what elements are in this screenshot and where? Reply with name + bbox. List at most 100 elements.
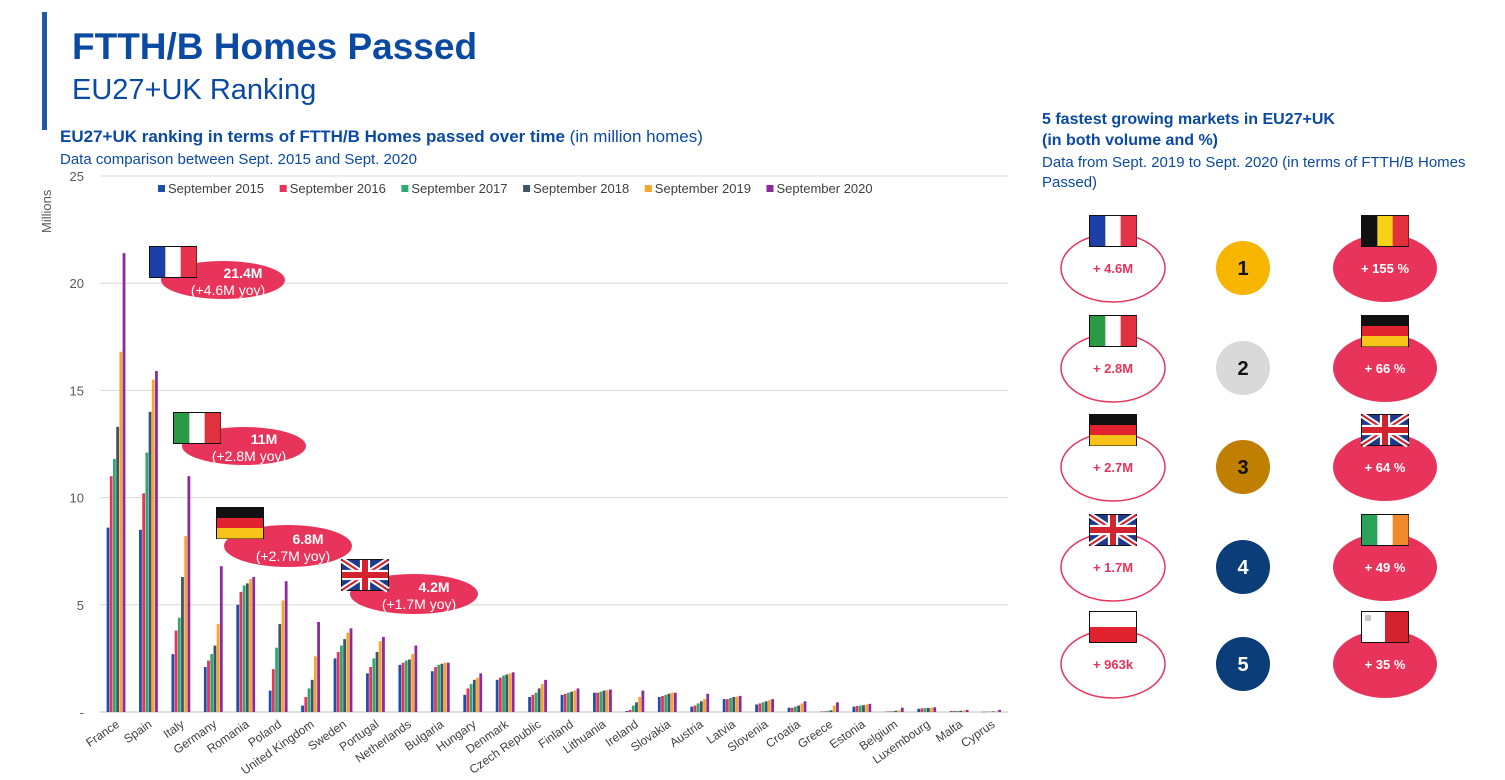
bar [884,711,888,713]
bar [900,707,904,712]
callout-value: 6.8M [292,531,323,547]
rank-number: 1 [1237,258,1248,280]
de-flag [1089,414,1137,446]
y-tick-label: 25 [70,169,84,184]
legend-swatch [158,185,165,192]
bar [732,696,736,712]
bar [965,709,969,712]
flag-stripe [1362,326,1408,337]
bar [703,699,706,712]
bar [628,709,632,712]
bar [437,664,441,712]
pl-flag [1089,611,1137,643]
y-tick-label: - [80,705,84,720]
rank-circle [1216,540,1270,594]
bar [443,662,447,712]
bar [952,710,956,712]
bar [372,658,376,712]
bar [573,690,577,712]
bar [563,693,567,712]
flag-stripe [1377,515,1394,545]
bar [511,672,515,712]
bar [638,696,642,712]
bar [414,645,418,712]
bar [891,711,895,712]
bar [725,699,729,712]
bar [635,702,638,712]
bar [343,639,347,712]
bar [917,708,921,712]
ie-flag [1361,514,1409,546]
page-title: FTTH/B Homes Passed [72,26,478,67]
flag-stripe [189,413,206,443]
bar [888,711,891,712]
side-panel-title-line2: (in both volume and %) [1042,132,1218,149]
bar [982,711,985,713]
bar [336,651,340,712]
bar [670,692,674,712]
bar [210,654,214,712]
bar [609,689,612,712]
bar [505,674,509,712]
bar [398,664,402,712]
bar [560,694,564,712]
bar [959,710,963,712]
bar [139,529,142,712]
legend: September 2015 September 2016 September 20… [158,181,873,196]
bar [508,673,512,712]
bar [151,379,155,712]
flag-stripe [180,247,197,277]
bar [797,705,801,712]
bar [106,527,110,712]
x-tick-label: Austria [667,717,706,750]
percent-bubble [1333,533,1437,601]
callout-italy: 11M(+2.8M yoy) [173,412,306,465]
y-tick-label: 15 [70,383,84,398]
side-panel-subtitle: Data from Sept. 2019 to Sept. 2020 (in t… [1042,154,1466,191]
flag-stripe [1090,435,1136,446]
bar [430,671,434,712]
bar [271,669,275,712]
flag-stripe [1362,216,1378,246]
legend-swatch [644,185,652,192]
rank-row: + 2.7M 3 + 64 % [1060,412,1437,502]
bar [375,651,379,712]
bar [933,707,937,712]
bar [576,688,580,712]
bar [696,703,700,712]
flag-stripe [1385,612,1408,642]
flag-stripe [1120,216,1137,246]
y-tick-label: 20 [70,276,84,291]
bar [252,576,256,712]
bar [463,694,467,712]
bar [534,692,538,712]
bar [949,711,953,712]
bar [855,705,859,712]
bar [664,694,668,712]
bar [155,371,158,712]
rank-number: 5 [1237,654,1248,676]
legend-swatch [523,185,531,192]
chart-title-bold: EU27+UK ranking in terms of FTTH/B Homes… [60,127,565,146]
flag-stripe [217,508,263,519]
bar [531,694,535,712]
bar [268,690,272,712]
bar [148,411,152,712]
bar [858,705,862,712]
flag-stripe [1377,216,1394,246]
volume-value: + 1.7M [1093,560,1133,575]
bar [498,677,502,712]
bar [673,692,677,712]
flag-stripe [1120,316,1137,346]
cross-red [342,572,388,578]
rank-circle [1216,440,1270,494]
bar [310,679,314,712]
volume-value: + 2.7M [1093,460,1133,475]
bar [181,576,184,712]
percent-value: + 35 % [1365,657,1406,672]
bar [956,710,959,712]
bar [116,426,120,712]
uk-flag [1360,412,1410,448]
bar [245,583,249,712]
bar [446,662,450,712]
